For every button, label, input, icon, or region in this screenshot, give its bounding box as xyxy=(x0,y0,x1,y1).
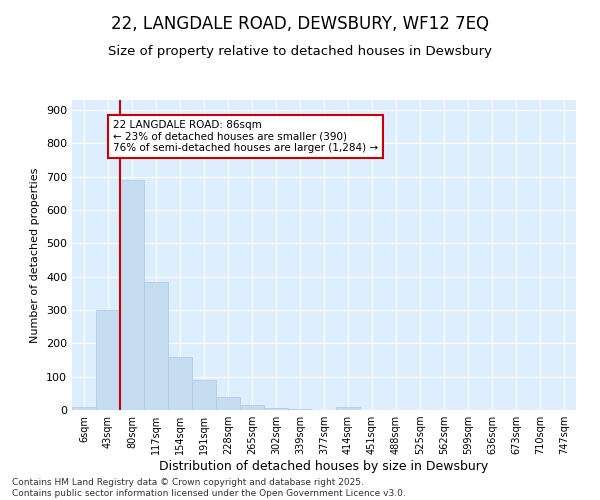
Text: 22, LANGDALE ROAD, DEWSBURY, WF12 7EQ: 22, LANGDALE ROAD, DEWSBURY, WF12 7EQ xyxy=(111,15,489,33)
Bar xyxy=(240,405,264,410)
Text: Contains HM Land Registry data © Crown copyright and database right 2025.
Contai: Contains HM Land Registry data © Crown c… xyxy=(12,478,406,498)
Bar xyxy=(168,356,192,410)
Bar xyxy=(216,396,240,410)
Text: 22 LANGDALE ROAD: 86sqm
← 23% of detached houses are smaller (390)
76% of semi-d: 22 LANGDALE ROAD: 86sqm ← 23% of detache… xyxy=(113,120,378,153)
Bar xyxy=(192,380,216,410)
Text: Size of property relative to detached houses in Dewsbury: Size of property relative to detached ho… xyxy=(108,45,492,58)
Bar xyxy=(96,310,120,410)
Bar xyxy=(144,282,168,410)
Bar xyxy=(120,180,144,410)
Y-axis label: Number of detached properties: Number of detached properties xyxy=(31,168,40,342)
X-axis label: Distribution of detached houses by size in Dewsbury: Distribution of detached houses by size … xyxy=(160,460,488,473)
Bar xyxy=(264,408,288,410)
Bar xyxy=(336,406,360,410)
Bar xyxy=(72,408,96,410)
